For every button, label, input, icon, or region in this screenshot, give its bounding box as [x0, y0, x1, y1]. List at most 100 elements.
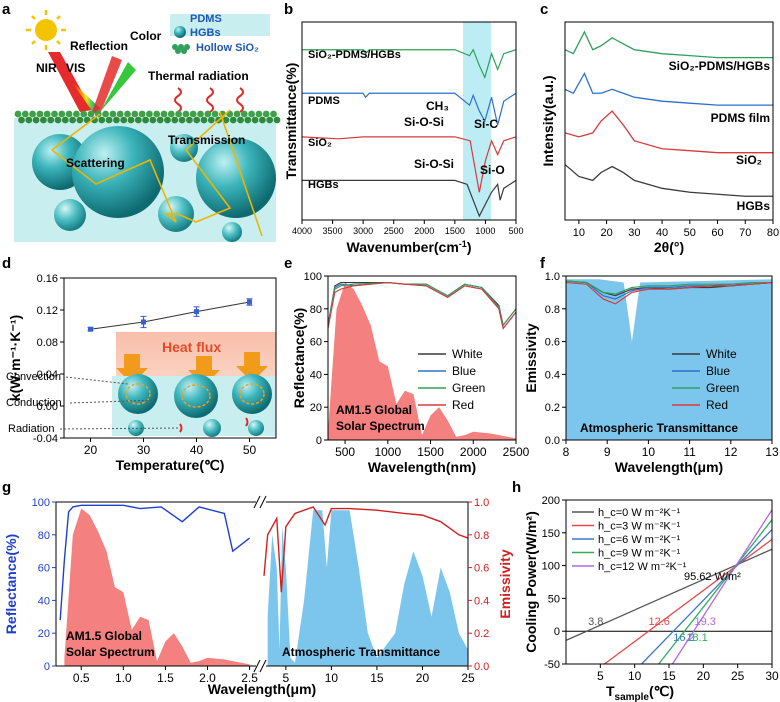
e-series-group — [327, 282, 517, 330]
sio2-particle — [127, 116, 135, 124]
g-ytick-label: 40 — [38, 595, 50, 607]
transmission-label: Transmission — [168, 133, 245, 147]
c-xtick-label: 30 — [628, 227, 640, 239]
c-xtick-label: 70 — [739, 227, 751, 239]
g-ylabel: Reflectance(%) — [3, 534, 19, 634]
color-label: Color — [130, 29, 162, 43]
e-xtick-label: 500 — [335, 445, 355, 459]
panel-d: d Heat flux — [2, 255, 277, 473]
sio2-particle — [160, 110, 168, 118]
nir-label: NIR — [36, 61, 57, 75]
c-xtick-label: 50 — [684, 227, 696, 239]
h-series-line — [671, 509, 773, 665]
sio2-particle — [138, 110, 146, 118]
sio2-particle — [73, 110, 80, 118]
sio2-particle — [142, 116, 150, 124]
h-legend-label: h_c=9 W m⁻²K⁻¹ — [598, 548, 681, 560]
b-xtick-label: 2500 — [384, 226, 404, 236]
sio2-particle — [102, 110, 109, 118]
sio2-particle — [237, 116, 244, 124]
f-legend: White Blue Green Red — [672, 347, 739, 412]
sio2-particle — [109, 110, 117, 118]
e-ytick-label: 0 — [316, 435, 322, 447]
f-atmos-area — [566, 279, 772, 440]
d-ytick-label: -0.04 — [33, 433, 58, 445]
sio2-particle — [131, 110, 139, 118]
reflection-label: Reflection — [70, 39, 128, 53]
e-ticks: 500 1000 1500 2000 2500 0 20 40 60 80 100 — [304, 271, 530, 459]
sio2-particle — [153, 110, 161, 118]
legend-hgbs: HGBs — [190, 27, 221, 39]
h-series-group: 3.8 12.616.218.119.3 — [565, 509, 773, 665]
sio2-particle — [178, 116, 186, 124]
b-label-hgbs: HGBs — [308, 179, 339, 191]
sio2-particle — [116, 110, 124, 118]
e-legend: White Blue Green Red — [418, 347, 485, 412]
e-xlabel: Wavelength(nm) — [368, 459, 476, 475]
e-solar-area — [328, 282, 516, 440]
h-xtick-label: 5 — [597, 669, 604, 683]
sio2-particle — [200, 116, 208, 124]
scatter-path — [50, 109, 232, 223]
d-trend-line — [90, 301, 250, 330]
c-label-sio2-pdms-hgbs: SiO₂-PDMS/HGBs — [669, 59, 771, 73]
hgb-sphere — [54, 199, 86, 231]
sio2-particle — [167, 110, 175, 118]
sio2-particle — [51, 110, 58, 118]
f-ytick-label: 0.6 — [545, 337, 560, 349]
h-ylabel: Cooling Power(W/m²) — [523, 511, 539, 653]
d-convection-label: Convection — [6, 371, 61, 383]
g-xtick-label: 20 — [416, 671, 430, 685]
b-series-line — [301, 136, 517, 193]
g-y2tick-label: 0.6 — [474, 563, 489, 575]
e-ylabel: Reflectance(%) — [291, 308, 307, 408]
sio2-particle — [43, 110, 51, 118]
g-ytick-label: 60 — [38, 563, 50, 575]
sio2-particle — [222, 116, 230, 124]
b-ticks: 4000 3500 3000 2500 2000 1500 1000 500 — [292, 220, 524, 236]
panel-h: h 3.8 12.616.218.119.3 5 10 15 20 25 30-500501… — [512, 479, 779, 702]
f-series-group — [565, 280, 773, 305]
sio2-particle — [25, 116, 33, 124]
h-zero-cross-label: 3.8 — [588, 616, 603, 628]
e-series-line — [327, 282, 517, 330]
sio2-particle — [120, 116, 128, 124]
g-xtick-label: 1.0 — [115, 671, 132, 685]
g-reflectance-line — [59, 504, 251, 621]
b-series-line — [302, 179, 517, 218]
b-label-sio2: SiO₂ — [308, 137, 332, 149]
h-ytick-label: 150 — [542, 528, 560, 540]
b-xtick-label: 2000 — [414, 226, 434, 236]
g-y2tick-label: 0.0 — [474, 661, 489, 673]
g-series-group — [59, 504, 469, 621]
b-xtick-label: 1500 — [445, 226, 465, 236]
sio2-particle — [189, 110, 197, 118]
sio2-particle — [61, 116, 69, 124]
panel-label-b: b — [284, 1, 293, 18]
sio2-particle — [175, 110, 183, 118]
c-label-hgbs: HGBs — [737, 199, 771, 213]
sio2-particle — [149, 116, 157, 124]
e-legend-white: White — [452, 347, 483, 361]
sio2-particle — [54, 116, 62, 124]
sio2-particle — [248, 110, 256, 118]
b-series-group — [301, 48, 517, 218]
sio2-particle — [69, 116, 76, 124]
hgb-sphere — [72, 126, 164, 218]
h-xtick-label: 20 — [697, 669, 711, 683]
f-ytick-label: 0.8 — [545, 304, 560, 316]
g-xtick-label: 15 — [370, 671, 384, 685]
d-xlabel: Temperature(℃) — [116, 457, 225, 473]
legend-pdms: PDMS — [190, 13, 222, 25]
sio2-particle — [146, 110, 153, 118]
sio2-particle — [18, 116, 25, 124]
e-xtick-label: 1000 — [374, 445, 401, 459]
e-ytick-label: 60 — [310, 337, 322, 349]
scattering-label: Scattering — [66, 156, 125, 170]
d-ytick-label: 0.16 — [37, 273, 58, 285]
sio2-particle — [244, 116, 252, 124]
c-xtick-label: 80 — [767, 227, 779, 239]
color-beam — [100, 62, 136, 112]
g-backgrounds — [64, 508, 468, 666]
f-ytick-label: 0.4 — [545, 369, 560, 381]
